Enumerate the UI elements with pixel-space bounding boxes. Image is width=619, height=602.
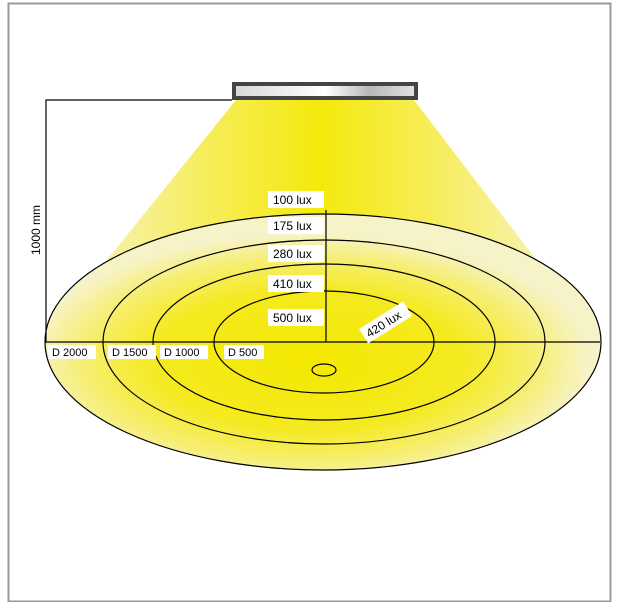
lux-label-175: 175 lux	[273, 219, 312, 233]
diameter-label-500: D 500	[228, 347, 257, 359]
diameter-label-2000: D 2000	[52, 347, 87, 359]
lux-label-100: 100 lux	[273, 193, 312, 207]
lux-label-280: 280 lux	[273, 247, 312, 261]
diameter-label-1500: D 1500	[112, 347, 147, 359]
lux-label-410: 410 lux	[273, 277, 312, 291]
diameter-label-1000: D 1000	[164, 347, 199, 359]
center-spot	[311, 363, 337, 377]
luminaire-tube	[236, 86, 414, 96]
height-dimension-line	[45, 99, 232, 342]
lux-label-500: 500 lux	[273, 311, 312, 325]
height-label: 1000 mm	[29, 205, 43, 255]
